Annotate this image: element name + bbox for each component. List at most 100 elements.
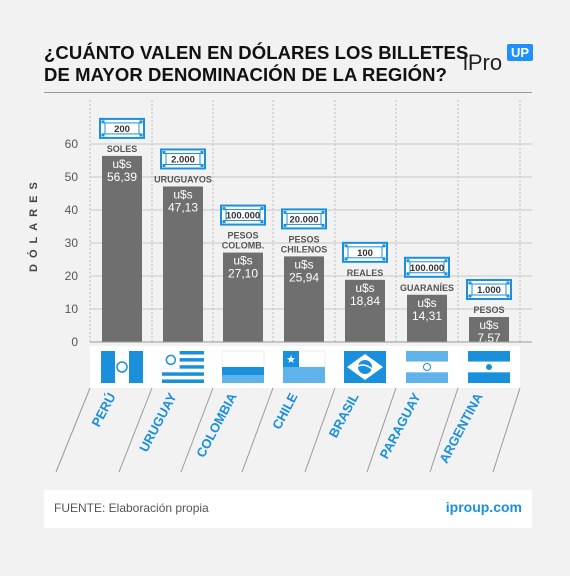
slant-line — [429, 387, 459, 473]
banknote-inner — [471, 283, 507, 296]
banknote-icon: 100 — [342, 241, 388, 263]
bar — [284, 256, 324, 342]
slant-line — [492, 387, 521, 473]
banknote-corner — [283, 223, 287, 227]
banknote-corner — [101, 120, 105, 124]
slant-line — [241, 387, 274, 473]
bar — [469, 317, 509, 342]
logo-text: iPro — [463, 50, 503, 75]
y-tick-label: 0 — [71, 335, 78, 349]
banknote-corner — [283, 210, 287, 214]
flag-stripe — [221, 350, 265, 368]
flag-stripe — [222, 375, 264, 383]
banknote-inner — [347, 246, 383, 259]
flag-stripe — [222, 367, 264, 375]
flag-stripe — [468, 372, 510, 383]
colombia-flag — [221, 350, 265, 383]
flag-stripe — [162, 368, 204, 373]
bar — [345, 279, 385, 342]
denomination-label: 100.000 — [226, 211, 260, 222]
value-prefix-label: u$s — [233, 254, 252, 268]
banknote-corner — [444, 272, 448, 276]
denomination-label: 100 — [357, 248, 373, 259]
banknote-corner — [162, 163, 166, 167]
value-label: 25,94 — [289, 270, 319, 284]
denomination-label: 20.000 — [289, 214, 318, 225]
flag-stripe — [468, 351, 510, 362]
banknote-icon: 2.000 — [160, 148, 206, 170]
banknote-corner — [139, 133, 143, 137]
banknote-corner — [506, 281, 510, 285]
currency-label: PESOS — [227, 231, 258, 241]
banknote-corner — [222, 220, 226, 224]
currency-label: COLOMB. — [222, 241, 265, 251]
denomination-label: 100.000 — [410, 263, 444, 274]
banknote-corner — [382, 244, 386, 248]
x-category-label: PARAGUAY — [376, 390, 423, 461]
banknote-icon: 1.000 — [466, 279, 512, 301]
banknote-icon: 200 — [99, 117, 145, 139]
flag-emblem — [116, 361, 128, 373]
flag-globe — [358, 360, 372, 374]
slant-line — [366, 387, 397, 473]
y-tick-label: 30 — [65, 236, 79, 250]
chart-title: ¿CUÁNTO VALEN EN DÓLARES LOS BILLETES DE… — [44, 42, 469, 86]
bar — [407, 294, 447, 342]
banknote-corner — [506, 294, 510, 298]
slant-line — [180, 387, 214, 473]
flag-stripe — [129, 351, 143, 383]
value-label: 14,31 — [412, 309, 442, 323]
flag-stripe — [115, 351, 129, 383]
peru-flag — [101, 351, 143, 383]
banknote-corner — [344, 257, 348, 261]
banknote-inner — [165, 152, 201, 165]
flag-stripe — [162, 365, 204, 369]
denomination-label: 200 — [114, 124, 130, 135]
source-note: FUENTE: Elaboración propia — [54, 501, 209, 515]
value-label: 56,39 — [107, 170, 137, 184]
banknote-corner — [260, 207, 264, 211]
title-line-1: ¿CUÁNTO VALEN EN DÓLARES LOS BILLETES — [44, 42, 469, 63]
paraguay-flag — [406, 351, 448, 383]
flag-band — [357, 364, 373, 370]
flag-stripe — [162, 354, 204, 359]
flag-canton — [162, 351, 180, 369]
value-label: 7,57 — [477, 331, 501, 345]
bar — [223, 252, 263, 342]
banknote-corner — [260, 220, 264, 224]
flag-stripe — [162, 351, 204, 355]
currency-label: PESOS — [288, 234, 319, 244]
slant-line — [55, 387, 91, 473]
uruguay-flag — [162, 351, 204, 383]
x-category-label: CHILE — [269, 390, 301, 432]
currency-label: CHILENOS — [281, 244, 328, 254]
y-tick-label: 40 — [65, 203, 79, 217]
site-link[interactable]: iproup.com — [445, 499, 522, 515]
flag-stripe — [406, 361, 448, 373]
flags-row: ★ — [90, 346, 520, 388]
banknote-corner — [468, 294, 472, 298]
flag-emblem — [423, 363, 431, 371]
flag-stripe — [162, 379, 204, 383]
y-tick-label: 60 — [65, 137, 79, 151]
bar — [102, 155, 142, 342]
footer: FUENTE: Elaboración propia iproup.com — [44, 490, 532, 528]
flag-canton — [283, 351, 299, 367]
value-prefix-label: u$s — [173, 187, 192, 201]
currency-label: PESOS — [473, 305, 504, 315]
y-tick-label: 50 — [65, 170, 79, 184]
banknote-corner — [344, 244, 348, 248]
x-category-label: URUGUAY — [136, 390, 180, 454]
currency-label: URUGUAYOS — [154, 174, 212, 184]
flag-stripe — [406, 372, 448, 383]
banknote-corner — [468, 281, 472, 285]
currency-label: GUARANÍES — [400, 283, 454, 293]
denomination-label: 1.000 — [477, 285, 501, 296]
flag-stripe — [162, 361, 204, 366]
flag-sun — [486, 364, 492, 370]
flag-stripe — [406, 351, 448, 362]
flag-stripe — [162, 358, 204, 362]
banknote-inner — [286, 212, 322, 225]
value-prefix-label: u$s — [417, 296, 436, 310]
flag-star: ★ — [286, 354, 296, 366]
